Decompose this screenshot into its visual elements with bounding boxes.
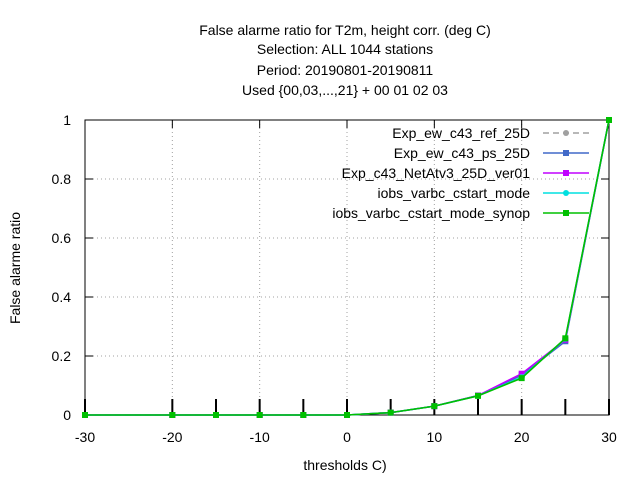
x-tick-label: 0: [343, 429, 351, 445]
legend-label: Exp_ew_c43_ref_25D: [392, 125, 530, 141]
title-line-4: Used {00,03,...,21} + 00 01 02 03: [242, 82, 448, 98]
series: [82, 117, 612, 418]
x-tick-label: 30: [601, 429, 617, 445]
x-tick-label: 10: [427, 429, 443, 445]
legend-swatch-marker: [563, 130, 569, 136]
series-point-5: [169, 412, 176, 418]
x-tick-label: 20: [514, 429, 530, 445]
x-axis-label: thresholds C): [303, 457, 386, 473]
chart-title: False alarme ratio for T2m, height corr.…: [199, 22, 491, 98]
series-point-5: [431, 403, 438, 410]
series-point-5: [518, 375, 525, 382]
legend-swatch-marker: [563, 170, 569, 176]
x-tick-label: -20: [162, 429, 182, 445]
legend-label: iobs_varbc_cstart_mode: [377, 185, 530, 201]
series-point-5: [82, 412, 88, 418]
series-point-5: [387, 409, 394, 416]
y-tick-label: 0.6: [52, 230, 72, 246]
title-line-1: False alarme ratio for T2m, height corr.…: [199, 22, 491, 38]
legend-label: Exp_c43_NetAtv3_25D_ver01: [342, 165, 531, 181]
y-tick-label: 1: [63, 112, 71, 128]
axis-ticks: 0 0.2 0.4 0.6 0.8 1 -30 -20 -10 0 10 20 30: [52, 112, 617, 445]
title-line-3: Period: 20190801-20190811: [257, 62, 434, 78]
legend-swatch-marker: [563, 150, 569, 156]
y-axis-label: False alarme ratio: [7, 212, 23, 324]
y-tick-label: 0: [63, 407, 71, 423]
series-point-5: [606, 117, 612, 123]
series-point-5: [256, 412, 263, 418]
legend: Exp_ew_c43_ref_25D Exp_ew_c43_ps_25D Exp_c…: [332, 125, 589, 221]
x-tick-label: -30: [75, 429, 95, 445]
title-line-2: Selection: ALL 1044 stations: [257, 41, 433, 57]
series-point-5: [213, 412, 219, 418]
y-tick-label: 0.2: [52, 348, 72, 364]
y-tick-label: 0.4: [52, 289, 72, 305]
legend-swatch-marker: [563, 190, 569, 196]
series-point-5: [344, 412, 350, 418]
legend-label: iobs_varbc_cstart_mode_synop: [332, 205, 530, 221]
series-point-5: [562, 335, 569, 342]
series-point-3: [518, 370, 525, 377]
legend-label: Exp_ew_c43_ps_25D: [394, 145, 530, 161]
legend-swatch-marker: [563, 210, 569, 216]
series-point-5: [475, 392, 481, 399]
grid: [85, 120, 609, 415]
x-tick-label: -10: [250, 429, 270, 445]
y-tick-label: 0.8: [52, 171, 72, 187]
series-point-5: [300, 412, 307, 418]
series-line-5: [85, 119, 610, 416]
